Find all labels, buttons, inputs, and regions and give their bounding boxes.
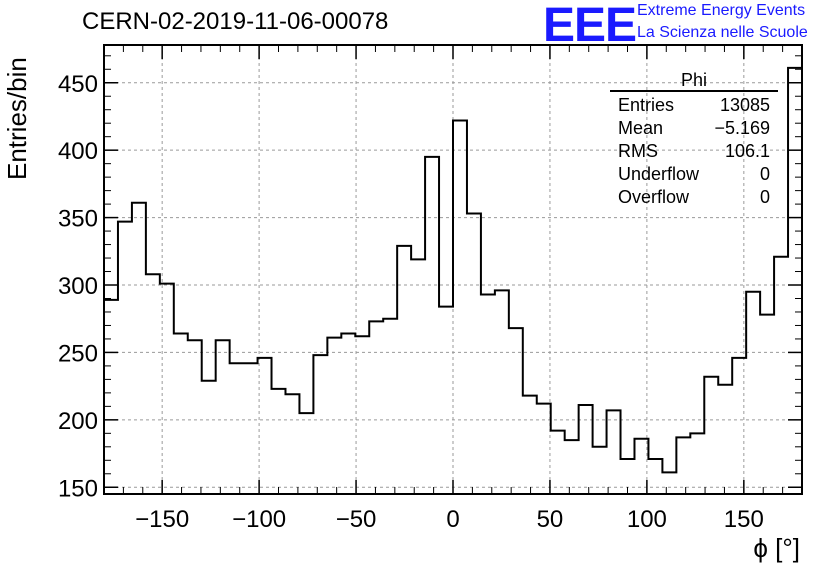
stats-label: RMS xyxy=(618,141,658,161)
x-tick-label: 50 xyxy=(537,506,564,533)
y-axis-label: Entries/bin xyxy=(2,57,32,180)
stats-row-rms: RMS 106.1 xyxy=(610,140,778,163)
histogram-step-line xyxy=(104,66,802,474)
plot-title: CERN-02-2019-11-06-00078 xyxy=(82,8,389,35)
stats-label: Overflow xyxy=(618,187,690,207)
stats-label: Entries xyxy=(618,95,675,115)
y-tick-label: 450 xyxy=(58,71,98,98)
y-tick-label: 350 xyxy=(58,206,98,233)
stats-title: Phi xyxy=(610,70,778,92)
y-tick-label: 150 xyxy=(58,475,98,502)
eee-logo: EEE xyxy=(543,0,637,52)
stats-value: 106.1 xyxy=(724,141,770,161)
stats-label: Mean xyxy=(618,118,664,138)
stats-row-entries: Entries 13085 xyxy=(610,94,778,117)
stats-value: −5.169 xyxy=(714,118,770,138)
x-tick-label: −100 xyxy=(232,506,286,533)
y-tick-label: 400 xyxy=(58,138,98,165)
stats-value: 0 xyxy=(759,187,770,207)
stats-row-underflow: Underflow 0 xyxy=(610,163,778,186)
stats-row-overflow: Overflow 0 xyxy=(610,186,778,209)
x-tick-label: 150 xyxy=(724,506,764,533)
x-tick-label: −150 xyxy=(135,506,189,533)
axis-tick-labels: −150 −100 −50 0 50 100 150 150 200 250 300 350 400 45… xyxy=(58,71,764,533)
y-tick-label: 300 xyxy=(58,273,98,300)
stats-row-mean: Mean −5.169 xyxy=(610,117,778,140)
x-tick-label: −50 xyxy=(336,506,377,533)
logo-subtitle-line1: Extreme Energy Events xyxy=(637,2,806,19)
y-tick-label: 250 xyxy=(58,340,98,367)
stats-value: 13085 xyxy=(719,95,770,115)
x-tick-label: 100 xyxy=(627,506,667,533)
stats-label: Underflow xyxy=(618,164,700,184)
logo-subtitle-line2: La Scienza nelle Scuole xyxy=(637,24,808,41)
stats-value: 0 xyxy=(759,164,770,184)
axis-ticks xyxy=(104,45,803,494)
x-tick-label: 0 xyxy=(446,506,459,533)
stats-box: Phi Entries 13085 Mean −5.169 RMS 106.1 … xyxy=(610,70,778,209)
y-tick-label: 200 xyxy=(58,408,98,435)
x-axis-label: ϕ [°] xyxy=(753,533,800,563)
